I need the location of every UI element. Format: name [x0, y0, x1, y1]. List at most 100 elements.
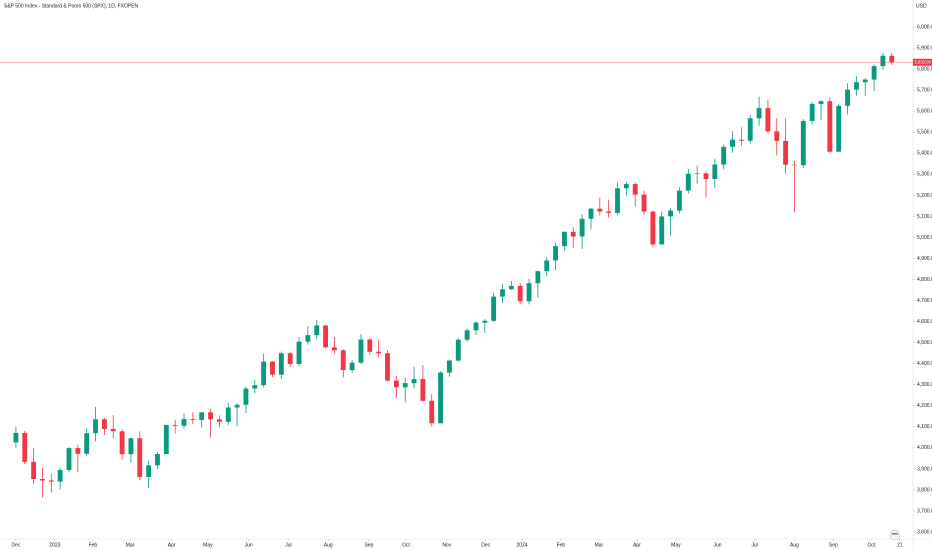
x-tick-label: 2024 — [516, 542, 527, 548]
candle-body — [146, 465, 152, 477]
x-tick-label: Feb — [557, 542, 566, 548]
chart-title: S&P 500 Index - Standard & Poors 500 (SP… — [4, 3, 139, 9]
candle-body — [190, 419, 196, 420]
candle-body — [243, 388, 249, 405]
x-tick-label: May — [203, 542, 213, 548]
candle-body — [862, 79, 868, 83]
candle-body — [818, 101, 824, 104]
y-tick-label: 5,600.00 — [917, 109, 932, 115]
candle-body — [367, 339, 373, 352]
y-tick-label: 5,400.00 — [917, 151, 932, 157]
candle-body — [278, 353, 284, 375]
candle-body — [871, 66, 877, 80]
y-tick-label: 3,800.00 — [917, 487, 932, 493]
y-tick-label: 5,100.00 — [917, 214, 932, 220]
candle-body — [685, 173, 691, 191]
x-tick-label: Sep — [364, 542, 373, 548]
y-tick-label: 4,700.00 — [917, 298, 932, 304]
y-tick-label: 3,700.00 — [917, 508, 932, 514]
x-tick-label: Jun — [713, 542, 721, 548]
candle-body — [659, 216, 665, 245]
candle-body — [800, 120, 806, 166]
candle-body — [438, 372, 444, 424]
candle-body — [765, 108, 771, 132]
candle-body — [216, 419, 222, 422]
y-tick-label: 5,700.00 — [917, 88, 932, 94]
candle-body — [402, 383, 408, 388]
candle-body — [331, 347, 337, 351]
x-tick-label: Jul — [285, 542, 291, 548]
candle-body — [597, 208, 603, 212]
candle-body — [181, 419, 187, 426]
candle-body — [305, 335, 311, 342]
x-tick-label: Mar — [595, 542, 604, 548]
candle-body — [730, 139, 735, 147]
y-tick-label: 4,900.00 — [917, 256, 932, 262]
candle-body — [880, 55, 886, 67]
y-tick-label: 5,300.00 — [917, 172, 932, 178]
candle-body — [270, 361, 275, 375]
candle-body — [199, 412, 205, 420]
candle-body — [93, 419, 98, 434]
candle-body — [22, 432, 28, 462]
x-tick-label: Oct — [402, 542, 410, 548]
y-tick-label: 3,900.00 — [917, 466, 932, 472]
candle-body — [694, 173, 700, 174]
candle-body — [446, 360, 452, 373]
candle-body — [889, 55, 895, 63]
candle-body — [615, 188, 620, 213]
candle-body — [57, 469, 63, 482]
labels: 3,600.00 3,700.00 3,800.00 3,900.00 4,000.00… — [11, 24, 932, 548]
x-tick-label: Nov — [442, 542, 451, 548]
candle-body — [314, 325, 320, 336]
candle-body — [66, 448, 72, 470]
candle-body — [570, 231, 576, 237]
y-tick-label: 4,300.00 — [917, 382, 932, 388]
candle-body — [703, 173, 709, 180]
currency-label: USD — [916, 3, 927, 9]
candle-body — [500, 289, 505, 297]
candle-body — [411, 379, 417, 384]
logo — [889, 529, 901, 541]
candle-body — [809, 103, 815, 121]
x-tick-label: Jul — [751, 542, 757, 548]
candle-body — [376, 351, 382, 354]
candle-body — [783, 140, 789, 165]
candle-body — [464, 330, 470, 340]
y-tick-label: 4,600.00 — [917, 319, 932, 325]
candle-body — [155, 454, 160, 466]
candle-body — [853, 82, 859, 90]
candle-body — [137, 438, 143, 477]
candle-body — [358, 339, 364, 363]
candle-body — [296, 341, 302, 364]
y-tick-label: 4,100.00 — [917, 424, 932, 430]
grid — [15, 26, 915, 541]
x-tick-label: Sep — [829, 542, 838, 548]
candle-body — [208, 412, 213, 420]
candle-body — [110, 428, 116, 432]
candle-body — [473, 322, 479, 331]
candle-body — [747, 118, 753, 141]
candle-body — [128, 438, 134, 455]
y-tick-label: 5,500.00 — [917, 130, 932, 136]
y-tick-label: 5,200.00 — [917, 193, 932, 199]
candle-body — [756, 108, 762, 119]
candle-body — [668, 210, 674, 217]
y-tick-label: 5,800.00 — [917, 67, 932, 73]
last-price-label: 5,833.00 — [915, 59, 932, 64]
candle-body — [101, 419, 107, 429]
candle-body — [31, 461, 37, 480]
candle-body — [632, 184, 638, 195]
candle-body — [535, 271, 541, 284]
y-tick-label: 4,200.00 — [917, 403, 932, 409]
x-tick-label: Aug — [790, 542, 799, 548]
candle-body — [650, 211, 656, 245]
x-tick-label: Apr — [633, 542, 641, 548]
candle-body — [827, 101, 833, 152]
candle-body — [677, 190, 682, 211]
y-tick-label: 5,000.00 — [917, 235, 932, 241]
y-tick-label: 4,800.00 — [917, 277, 932, 283]
candle-body — [323, 325, 328, 348]
y-tick-label: 5,900.00 — [917, 46, 932, 52]
candle-body — [455, 339, 461, 361]
